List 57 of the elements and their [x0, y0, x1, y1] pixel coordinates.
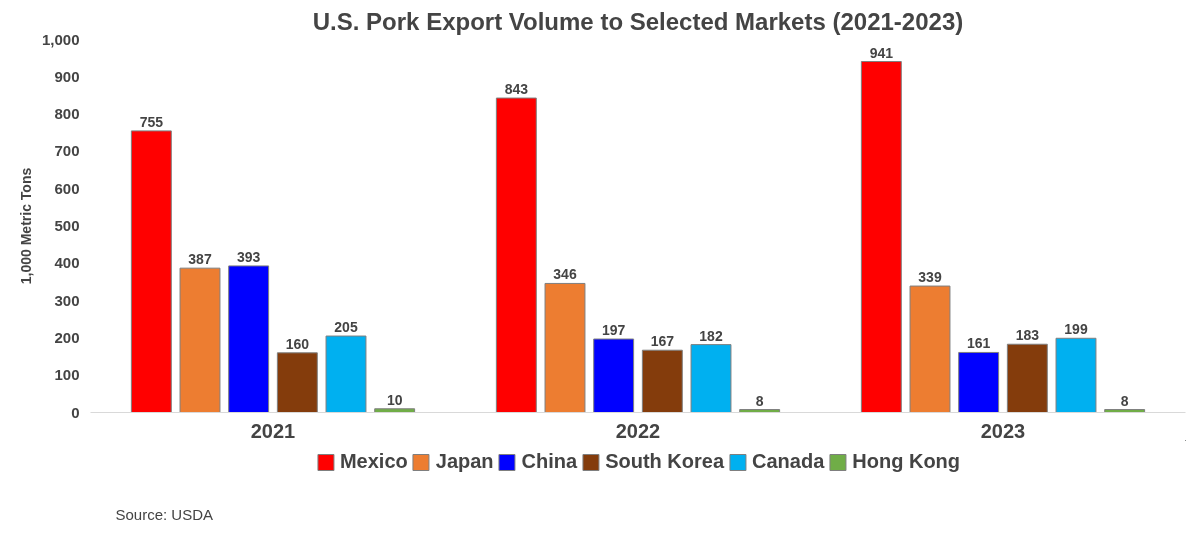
y-tick-label: 700 — [54, 142, 80, 160]
data-label: 10 — [386, 391, 403, 408]
bar — [1006, 343, 1048, 413]
data-label: 182 — [699, 327, 723, 344]
x-tick-label: 2021 — [250, 419, 296, 442]
data-label: 197 — [601, 322, 626, 339]
data-label: 205 — [334, 319, 358, 336]
data-label: 199 — [1064, 321, 1088, 338]
bar — [690, 344, 732, 413]
legend-label: Japan — [435, 450, 494, 473]
y-tick-label: 300 — [54, 291, 80, 309]
y-axis-title: 1,000 Metric Tons — [17, 167, 34, 285]
y-tick-label: 400 — [54, 254, 80, 272]
y-tick-label: 0 — [71, 403, 80, 421]
y-tick-label: 600 — [54, 179, 80, 197]
bar — [325, 335, 367, 413]
data-label: 8 — [755, 392, 764, 409]
data-label: 8 — [1120, 392, 1129, 409]
bar — [909, 285, 951, 413]
data-label: 843 — [504, 81, 529, 98]
x-tick-label: 2023 — [980, 419, 1026, 442]
data-label: 160 — [285, 335, 310, 352]
data-label: 755 — [139, 113, 164, 130]
bar — [276, 352, 318, 413]
bar — [544, 282, 586, 413]
bar — [495, 97, 537, 413]
legend-label: Mexico — [339, 450, 408, 473]
data-label: 941 — [869, 44, 894, 61]
data-label: 387 — [188, 251, 212, 268]
legend-label: South Korea — [605, 450, 725, 473]
bar — [130, 130, 172, 413]
bar — [374, 408, 416, 413]
y-tick-label: 100 — [54, 366, 80, 384]
data-label: 339 — [918, 269, 942, 286]
bar — [958, 351, 1000, 413]
chart-title: U.S. Pork Export Volume to Selected Markets (2021-2023) — [312, 7, 964, 35]
y-tick-label: 1,000 — [41, 30, 80, 48]
legend-label: Canada — [752, 450, 825, 473]
bar — [593, 338, 635, 413]
data-label: 393 — [236, 248, 261, 265]
source-note: Source: USDA — [115, 505, 214, 523]
data-label: 167 — [650, 333, 675, 350]
data-label: 183 — [1015, 327, 1040, 344]
data-label: 346 — [553, 266, 577, 283]
bar — [1055, 337, 1097, 413]
y-tick-label: 900 — [54, 67, 80, 85]
bar — [179, 267, 221, 413]
bar — [641, 349, 683, 413]
legend-label: China — [521, 450, 578, 473]
data-label: 161 — [966, 335, 991, 352]
bar — [860, 61, 902, 413]
bar — [228, 265, 270, 413]
x-tick-label: 2022 — [615, 419, 661, 442]
y-tick-label: 800 — [54, 105, 80, 123]
y-tick-label: 500 — [54, 217, 80, 234]
y-tick-label: 200 — [54, 328, 80, 346]
legend-label: Hong Kong — [852, 450, 961, 473]
